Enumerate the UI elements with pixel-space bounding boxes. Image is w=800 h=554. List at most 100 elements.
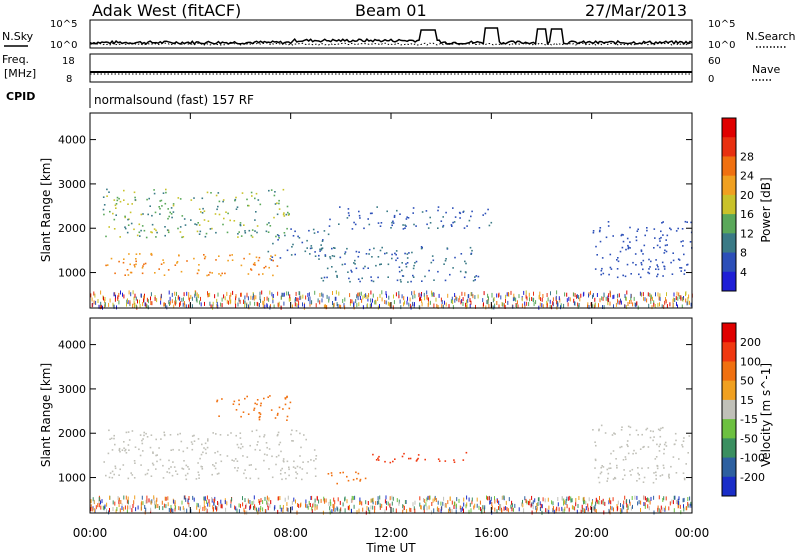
clutter-mark [121,506,123,510]
clutter-mark [269,503,271,508]
scatter-mark [270,189,273,191]
clutter-mark [124,505,126,510]
scatter-mark [102,208,105,211]
clutter-mark [277,496,279,501]
scatter-mark [239,222,242,224]
scatter-mark [677,227,679,230]
clutter-mark [330,502,332,507]
power-x-ticks [89,113,693,308]
clutter-mark [423,292,425,297]
clutter-mark [624,495,626,500]
clutter-mark [264,496,266,501]
scatter-mark [250,234,253,237]
scatter-mark [369,212,372,215]
clutter-mark [484,505,486,510]
freq-tick-right-top: 60 [708,56,721,67]
scatter-mark [106,264,109,266]
scatter-mark [223,217,225,220]
scatter-mark [647,467,650,469]
scatter-mark [642,253,644,255]
clutter-mark [142,302,144,307]
clutter-mark [209,292,211,297]
clutter-mark [246,303,247,308]
clutter-mark [253,293,254,298]
clutter-mark [453,505,455,509]
clutter-mark [616,507,618,512]
clutter-mark [622,504,624,509]
clutter-mark [680,510,682,515]
clutter-mark [308,292,310,297]
clutter-mark [537,497,539,502]
scatter-mark [626,237,629,240]
clutter-mark [565,499,567,504]
scatter-mark [165,188,167,191]
clutter-mark [620,510,622,514]
freq-tick-left-top: 18 [62,56,75,67]
scatter-mark [661,261,664,264]
clutter-mark [545,508,547,513]
scatter-mark [243,472,245,475]
scatter-mark [216,399,219,402]
scatter-mark [488,224,491,227]
clutter-mark [428,495,430,500]
clutter-mark [160,296,162,301]
clutter-mark [340,507,342,512]
clutter-mark [95,505,97,510]
clutter-mark [370,298,372,303]
scatter-mark [114,465,117,468]
clutter-mark [577,304,579,309]
scatter-mark [282,408,284,410]
clutter-mark [688,294,690,299]
clutter-mark [298,503,300,508]
clutter-mark [662,507,664,512]
clutter-mark [521,502,523,507]
clutter-mark [488,304,490,309]
scatter-mark [687,452,689,454]
clutter-mark [552,297,554,302]
clutter-mark [642,292,644,297]
nsky-tick-right-bottom: 10^0 [708,40,735,51]
scatter-mark [675,472,678,474]
scatter-mark [248,229,251,232]
clutter-mark [613,294,615,299]
scatter-mark [625,458,627,461]
clutter-mark [395,508,397,513]
scatter-mark [160,199,163,202]
scatter-mark [242,455,244,457]
scatter-mark [469,246,472,249]
clutter-mark [609,510,611,515]
scatter-mark [614,433,616,435]
scatter-mark [140,464,142,466]
scatter-mark [253,407,256,410]
clutter-mark [266,500,268,505]
clutter-mark [568,296,570,301]
clutter-mark [423,498,424,502]
scatter-mark [274,254,277,257]
clutter-mark [665,297,666,301]
clutter-mark [687,497,689,501]
clutter-mark [608,293,610,298]
clutter-mark [176,291,177,296]
scatter-mark [214,452,216,454]
clutter-mark [570,496,572,501]
clutter-mark [462,506,464,511]
clutter-mark [601,296,603,301]
clutter-mark [261,290,263,295]
scatter-mark [240,443,243,445]
clutter-mark [568,496,570,501]
scatter-mark [313,232,316,234]
scatter-mark [361,277,363,280]
scatter-mark [276,265,279,267]
scatter-mark [484,212,487,215]
clutter-mark [398,499,400,504]
scatter-mark [604,432,607,434]
scatter-mark [126,269,129,271]
clutter-mark [284,497,286,502]
clutter-mark [351,299,353,304]
clutter-mark [141,495,143,500]
scatter-mark [420,246,423,248]
clutter-mark [686,301,688,306]
scatter-mark [167,217,169,220]
clutter-mark [678,292,680,297]
scatter-mark [181,215,184,217]
